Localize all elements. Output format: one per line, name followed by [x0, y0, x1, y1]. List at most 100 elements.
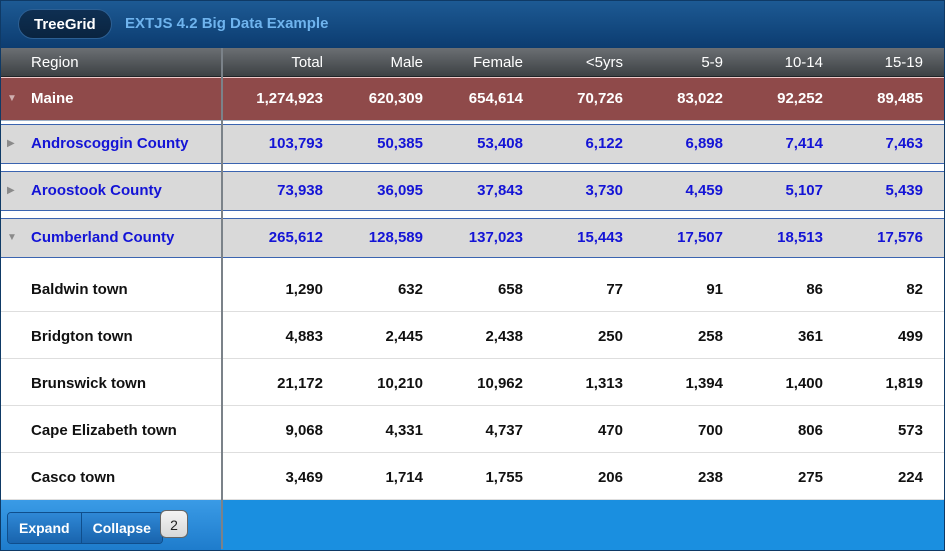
cell-1519: 89,485: [877, 90, 923, 107]
cell-1014: 1,400: [785, 375, 823, 392]
cell-female: 53,408: [477, 135, 523, 152]
triangle-down-icon[interactable]: ▼: [7, 232, 17, 243]
cell-1519: 224: [897, 469, 923, 486]
table-row[interactable]: Casco town 3,469 1,714 1,755 206 238 275 224: [1, 453, 944, 500]
cell-male: 4,331: [385, 422, 423, 439]
cell-5yrs: 15,443: [577, 229, 623, 246]
cell-male: 2,445: [385, 328, 423, 345]
cell-59: 700: [697, 422, 723, 439]
cell-1014: 18,513: [777, 229, 823, 246]
cell-5yrs: 206: [597, 469, 623, 486]
cell-5yrs: 70,726: [577, 90, 623, 107]
locked-column-divider[interactable]: [221, 48, 223, 549]
cell-male: 128,589: [368, 229, 423, 246]
cell-male: 632: [397, 281, 423, 298]
county-row[interactable]: ▼ Cumberland County 265,612 128,589 137,023 1…: [1, 218, 944, 258]
cell-female: 4,737: [485, 422, 523, 439]
county-row[interactable]: ▶ Androscoggin County 103,793 50,385 53,408 6…: [1, 124, 944, 164]
expand-collapse-group: Expand Collapse: [7, 512, 163, 544]
cell-male: 50,385: [377, 135, 423, 152]
cell-total: 3,469: [285, 469, 323, 486]
cell-59: 91: [706, 281, 723, 298]
page-number-badge[interactable]: 2: [160, 510, 188, 538]
table-row[interactable]: Brunswick town 21,172 10,210 10,962 1,313 1,3…: [1, 359, 944, 406]
row-name: Cape Elizabeth town: [31, 422, 177, 439]
cell-1014: 86: [806, 281, 823, 298]
cell-female: 1,755: [485, 469, 523, 486]
cell-female: 2,438: [485, 328, 523, 345]
cell-total: 9,068: [285, 422, 323, 439]
cell-1519: 5,439: [885, 182, 923, 199]
column-header-1519[interactable]: 15-19: [884, 54, 923, 71]
app-header: TreeGrid EXTJS 4.2 Big Data Example: [1, 1, 944, 48]
row-name: Androscoggin County: [31, 135, 189, 152]
cell-1014: 361: [797, 328, 823, 345]
triangle-right-icon[interactable]: ▶: [7, 138, 15, 149]
row-name: Casco town: [31, 469, 116, 486]
row-name: Aroostook County: [31, 182, 162, 199]
row-name: Baldwin town: [31, 281, 128, 298]
region-row[interactable]: ▼ Maine 1,274,923 620,309 654,614 70,726 83,02…: [1, 77, 944, 121]
cell-male: 36,095: [377, 182, 423, 199]
row-name: Cumberland County: [31, 229, 175, 246]
row-name: Bridgton town: [31, 328, 133, 345]
column-header-5yrs[interactable]: <5yrs: [585, 54, 623, 71]
cell-female: 137,023: [468, 229, 523, 246]
cell-59: 6,898: [685, 135, 723, 152]
row-name: Maine: [31, 90, 74, 107]
treegrid-tab[interactable]: TreeGrid: [18, 9, 112, 39]
cell-5yrs: 3,730: [585, 182, 623, 199]
cell-female: 10,962: [477, 375, 523, 392]
column-header-1014[interactable]: 10-14: [784, 54, 823, 71]
cell-1014: 275: [797, 469, 823, 486]
cell-female: 654,614: [468, 90, 523, 107]
cell-1014: 7,414: [785, 135, 823, 152]
triangle-down-icon[interactable]: ▼: [7, 93, 17, 104]
county-row[interactable]: ▶ Aroostook County 73,938 36,095 37,843 3,730…: [1, 171, 944, 211]
cell-male: 620,309: [368, 90, 423, 107]
collapse-button[interactable]: Collapse: [80, 513, 162, 543]
app-title: EXTJS 4.2 Big Data Example: [125, 15, 329, 32]
cell-total: 265,612: [268, 229, 323, 246]
cell-1519: 499: [897, 328, 923, 345]
cell-male: 1,714: [385, 469, 423, 486]
cell-1519: 573: [897, 422, 923, 439]
expand-button[interactable]: Expand: [8, 513, 81, 543]
cell-total: 4,883: [285, 328, 323, 345]
cell-1519: 82: [906, 281, 923, 298]
row-name: Brunswick town: [31, 375, 147, 392]
column-header: Region Total Male Female <5yrs 5-9 10-14 15-19: [1, 48, 944, 77]
cell-59: 238: [697, 469, 723, 486]
cell-5yrs: 470: [597, 422, 623, 439]
footer-toolbar: Expand Collapse 2: [1, 500, 221, 550]
cell-total: 21,172: [277, 375, 323, 392]
triangle-right-icon[interactable]: ▶: [7, 185, 15, 196]
cell-total: 103,793: [268, 135, 323, 152]
cell-5yrs: 77: [606, 281, 623, 298]
cell-5yrs: 1,313: [585, 375, 623, 392]
table-row[interactable]: Baldwin town 1,290 632 658 77 91 86 82: [1, 265, 944, 312]
cell-total: 1,290: [285, 281, 323, 298]
column-header-59[interactable]: 5-9: [701, 54, 723, 71]
cell-female: 37,843: [477, 182, 523, 199]
cell-5yrs: 6,122: [585, 135, 623, 152]
column-header-region[interactable]: Region: [31, 54, 79, 71]
cell-male: 10,210: [377, 375, 423, 392]
cell-total: 73,938: [277, 182, 323, 199]
cell-1014: 5,107: [785, 182, 823, 199]
cell-total: 1,274,923: [256, 90, 323, 107]
column-header-female[interactable]: Female: [472, 54, 523, 71]
column-header-male[interactable]: Male: [390, 54, 423, 71]
cell-59: 1,394: [685, 375, 723, 392]
column-header-total[interactable]: Total: [291, 54, 323, 71]
table-row[interactable]: Cape Elizabeth town 9,068 4,331 4,737 470 700…: [1, 406, 944, 453]
cell-1014: 806: [797, 422, 823, 439]
cell-1519: 17,576: [877, 229, 923, 246]
table-row[interactable]: Bridgton town 4,883 2,445 2,438 250 258 361 499: [1, 312, 944, 359]
cell-1014: 92,252: [777, 90, 823, 107]
cell-1519: 7,463: [885, 135, 923, 152]
cell-5yrs: 250: [597, 328, 623, 345]
cell-59: 4,459: [685, 182, 723, 199]
cell-59: 83,022: [677, 90, 723, 107]
